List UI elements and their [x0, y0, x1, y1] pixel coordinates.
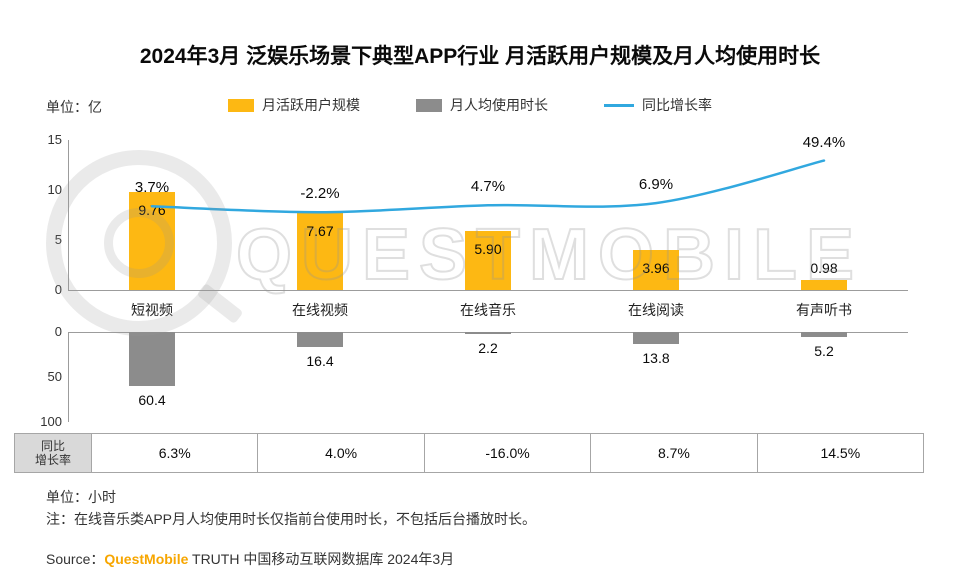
bar-duration-value-label: 5.2 [814, 342, 834, 359]
growth-rate-table: 同比 增长率 6.3% 4.0% -16.0% 8.7% 14.5% [14, 433, 924, 473]
source-brand: QuestMobile [104, 551, 189, 567]
legend-swatch-duration [416, 98, 442, 112]
legend-swatch-mau [228, 98, 254, 112]
growth-rate-table-cell: 6.3% [91, 434, 257, 472]
bar-mau-value-label: 3.96 [642, 260, 670, 277]
growth-rate-label: 6.9% [638, 176, 674, 194]
growth-rate-table-header-line2: 增长率 [34, 453, 71, 467]
axis-tick-top: 5 [54, 232, 62, 247]
growth-rate-table-header-line1: 同比 [40, 438, 65, 453]
bar-duration [465, 332, 511, 334]
category-label: 在线阅读 [628, 302, 684, 318]
legend-label-mau: 月活跃用户规模 [262, 97, 360, 113]
axis-tick-bottom: 50 [47, 369, 62, 384]
bar-duration-value-label: 60.4 [138, 392, 166, 409]
legend-item-growth: 同比增长率 [604, 95, 712, 115]
source-prefix: Source： [46, 551, 105, 567]
growth-rate-table-cell: 8.7% [590, 434, 756, 472]
legend-item-mau: 月活跃用户规模 [228, 95, 360, 115]
axis-tick-top: 15 [47, 132, 62, 147]
legend: 月活跃用户规模 月人均使用时长 同比增长率 [228, 95, 712, 115]
growth-rate-label: 3.7% [134, 179, 170, 197]
bar-mau [801, 280, 847, 290]
bar-duration [801, 332, 847, 337]
category-label: 在线视频 [292, 302, 348, 318]
bar-duration [633, 332, 679, 345]
source-line: Source：QuestMobile TRUTH 中国移动互联网数据库 2024… [46, 549, 454, 569]
bar-duration-value-label: 16.4 [306, 352, 334, 369]
growth-rate-label: 49.4% [802, 133, 846, 151]
growth-rate-table-cell: 14.5% [756, 434, 923, 472]
bar-duration-value-label: 2.2 [478, 339, 498, 356]
page-title: 2024年3月 泛娱乐场景下典型APP行业 月活跃用户规模及月人均使用时长 [139, 45, 821, 68]
growth-rate-table-header: 同比 增长率 [15, 434, 91, 472]
growth-rate-table-cells: 6.3% 4.0% -16.0% 8.7% 14.5% [91, 434, 923, 472]
category-label: 短视频 [131, 302, 173, 318]
axis-tick-bottom: 0 [54, 324, 62, 339]
legend-swatch-growth-line [604, 103, 634, 107]
legend-label-growth: 同比增长率 [642, 97, 712, 113]
bar-duration [129, 332, 175, 387]
y-axis-top [68, 140, 69, 290]
y-axis-bottom [68, 332, 69, 422]
axis-tick-top: 0 [54, 282, 62, 297]
axis-tick-bottom: 100 [40, 414, 62, 429]
source-suffix: TRUTH 中国移动互联网数据库 2024年3月 [188, 551, 455, 567]
category-label: 有声听书 [796, 302, 852, 318]
bar-duration-value-label: 13.8 [642, 350, 670, 367]
x-axis-top [68, 290, 908, 291]
growth-rate-table-cell: -16.0% [423, 434, 590, 472]
growth-rate-label: 4.7% [470, 178, 506, 196]
footnote: 注：在线音乐类APP月人均使用时长仅指前台使用时长，不包括后台播放时长。 [46, 511, 537, 527]
bar-mau-value-label: 7.67 [306, 223, 334, 240]
bar-mau [297, 213, 343, 290]
growth-rate-table-cell: 4.0% [257, 434, 423, 472]
category-label: 在线音乐 [460, 302, 516, 318]
bar-mau-value-label: 0.98 [810, 260, 838, 277]
bar-mau [633, 250, 679, 290]
bar-duration [297, 332, 343, 347]
bar-mau-value-label: 5.90 [474, 241, 502, 257]
legend-item-duration: 月人均使用时长 [416, 95, 548, 115]
unit-label-bottom: 单位：小时 [46, 489, 116, 505]
bar-mau-value-label: 9.76 [138, 202, 166, 219]
axis-tick-top: 10 [47, 182, 62, 197]
growth-rate-label: -2.2% [300, 185, 340, 203]
legend-label-duration: 月人均使用时长 [450, 97, 548, 113]
bar-mau [465, 231, 511, 290]
unit-label-top: 单位：亿 [46, 99, 102, 115]
